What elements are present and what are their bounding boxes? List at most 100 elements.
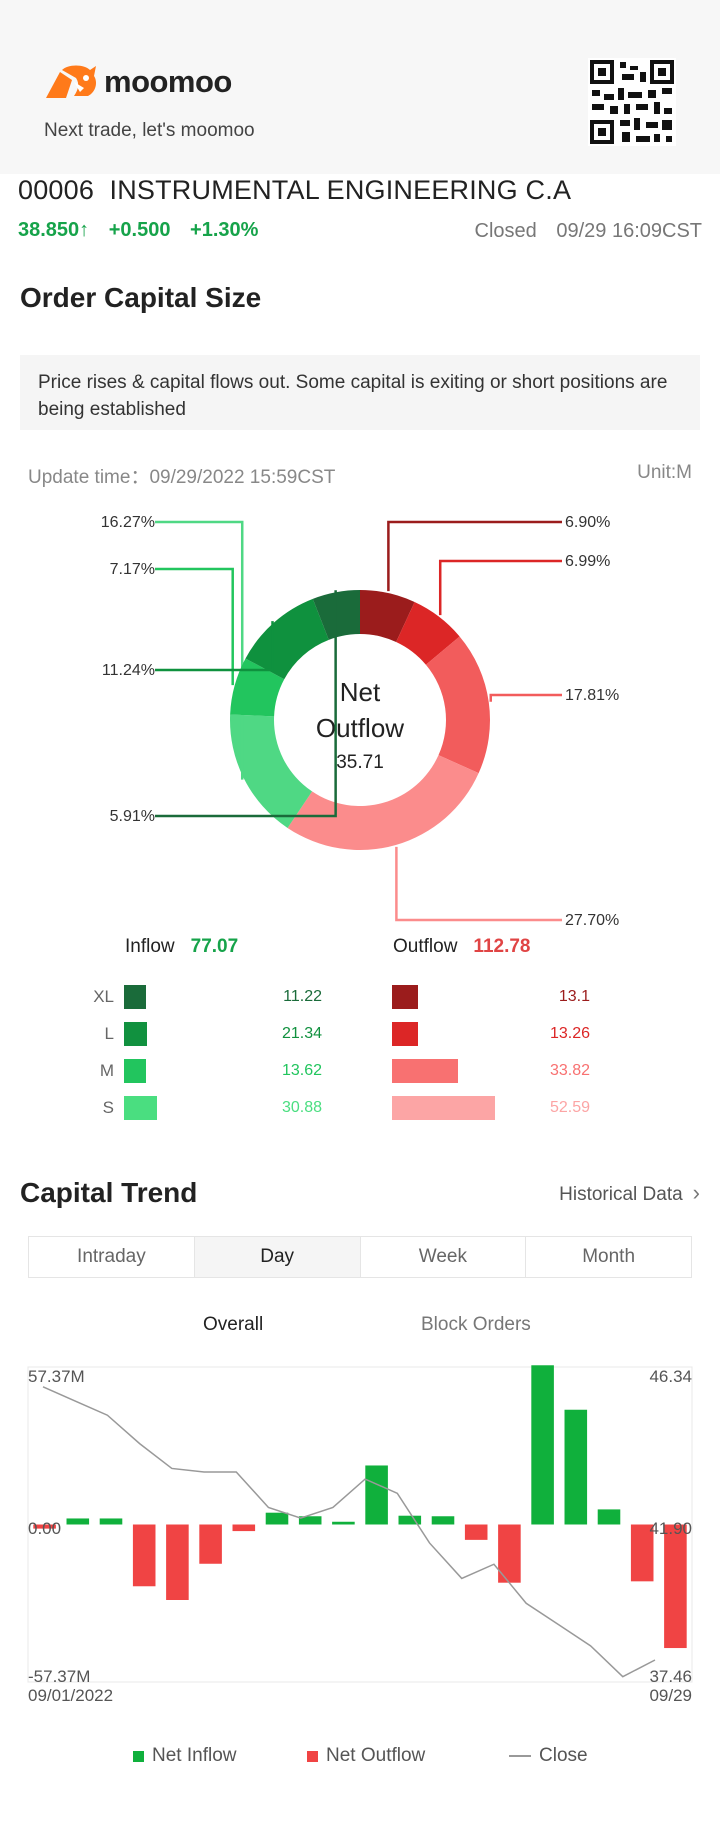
stock-code: 00006 xyxy=(18,175,95,205)
qr-code-icon xyxy=(588,58,676,146)
net-flow-bar xyxy=(265,1512,289,1525)
outflow-bar xyxy=(392,1022,418,1046)
moomoo-logo: moomoo xyxy=(44,60,232,104)
donut-slice xyxy=(425,636,490,774)
outflow-amount: 52.59 xyxy=(549,1099,590,1116)
inflow-label: Inflow xyxy=(125,936,175,957)
donut-slice xyxy=(230,714,313,828)
net-flow-bar xyxy=(431,1516,455,1525)
net-flow-bar xyxy=(464,1524,488,1540)
legend-close: Close xyxy=(509,1745,588,1767)
section-title-capital-size: Order Capital Size xyxy=(20,282,262,313)
net-flow-bar xyxy=(498,1524,521,1583)
order-size-label: L xyxy=(104,1024,114,1043)
net-outflow-swatch xyxy=(307,1750,318,1762)
legend-net-outflow-label: Net Outflow xyxy=(326,1745,426,1766)
subtab-block-orders[interactable]: Block Orders xyxy=(421,1314,531,1335)
tab-week[interactable]: Week xyxy=(361,1237,527,1277)
net-flow-bar xyxy=(99,1518,123,1525)
donut-center-value: 35.71 xyxy=(336,752,384,773)
donut-center-label-1: Net xyxy=(340,677,381,707)
last-price: 38.850 xyxy=(18,219,80,241)
donut-slice xyxy=(230,658,285,717)
order-size-label: S xyxy=(102,1098,114,1117)
net-flow-bar xyxy=(298,1516,322,1525)
left-axis-min: -57.37M xyxy=(28,1667,90,1686)
inflow-amount: 11.22 xyxy=(283,988,322,1005)
brand-name: moomoo xyxy=(104,64,232,99)
inflow-bar xyxy=(124,1059,146,1083)
historical-data-link[interactable]: Historical Data › xyxy=(559,1180,700,1206)
donut-pct-label: 7.17% xyxy=(110,561,155,578)
donut-pct-label: 11.24% xyxy=(102,662,155,679)
market-status: Closed 09/29 16:09CST xyxy=(461,220,702,243)
donut-leader-line xyxy=(395,846,562,922)
order-size-label: M xyxy=(99,1061,114,1080)
section-title-capital-trend: Capital Trend xyxy=(20,1177,198,1208)
inflow-summary: Inflow 77.07 xyxy=(125,936,238,958)
donut-leader-line xyxy=(387,520,562,592)
legend-net-inflow: Net Inflow xyxy=(133,1745,236,1767)
tagline: Next trade, let's moomoo xyxy=(44,120,255,141)
tab-day[interactable]: Day xyxy=(194,1237,361,1277)
tab-month[interactable]: Month xyxy=(582,1246,636,1267)
legend-net-inflow-label: Net Inflow xyxy=(152,1745,237,1766)
status-label: Closed xyxy=(474,220,537,242)
donut-leader-line xyxy=(155,621,274,672)
net-inflow-swatch xyxy=(133,1750,144,1762)
capital-trend-chart: 57.37M 0.00 -57.37M 46.34 41.90 37.46 09/01/20… xyxy=(27,1365,693,1705)
outflow-label: Outflow xyxy=(393,936,458,957)
subtab-overall[interactable]: Overall xyxy=(203,1314,264,1335)
donut-center-label-2: Outflow xyxy=(316,713,404,743)
status-time: 09/29 16:09CST xyxy=(556,220,702,242)
net-flow-bar xyxy=(630,1524,654,1582)
net-flow-bar xyxy=(199,1524,222,1564)
order-size-row: M 13.62 33.82 xyxy=(0,1059,720,1083)
close-price-line xyxy=(42,1386,656,1678)
stock-title: 00006 INSTRUMENTAL ENGINEERING C.A xyxy=(18,175,571,206)
net-flow-bar xyxy=(132,1524,156,1587)
right-axis-max: 46.34 xyxy=(649,1367,692,1386)
donut-leader-line xyxy=(155,520,244,780)
inflow-amount: 30.88 xyxy=(281,1099,322,1116)
net-flow-bar xyxy=(332,1521,355,1525)
inflow-bar xyxy=(124,985,146,1009)
price-change-pct: +1.30% xyxy=(190,219,259,241)
capital-distribution-donut: Net Outflow 35.71 6.90% 6.99% 17.81% 27.70%… xyxy=(101,514,620,929)
inflow-amount: 13.62 xyxy=(281,1062,322,1079)
donut-leader-line xyxy=(155,590,337,818)
outflow-bar xyxy=(392,985,418,1009)
chevron-right-icon: › xyxy=(692,1180,700,1205)
period-tabs: Intraday Day Week Month xyxy=(28,1236,692,1278)
app-header: moomoo Next trade, let's moomoo xyxy=(0,0,720,174)
order-size-row: XL 11.22 13.1 xyxy=(0,985,720,1009)
x-axis-end: 09/29 xyxy=(649,1686,692,1705)
net-flow-bar xyxy=(66,1518,90,1525)
left-axis-mid: 0.00 xyxy=(28,1519,61,1538)
inflow-value: 77.07 xyxy=(190,936,239,957)
close-line-swatch xyxy=(509,1755,531,1757)
up-arrow-icon: ↑ xyxy=(79,219,90,241)
order-size-label: XL xyxy=(93,987,114,1006)
donut-leader-line xyxy=(489,693,562,702)
donut-slice xyxy=(360,590,415,642)
right-axis-min: 37.46 xyxy=(649,1667,692,1686)
tab-intraday[interactable]: Intraday xyxy=(29,1237,195,1277)
inflow-bar xyxy=(124,1096,158,1120)
legend-net-outflow: Net Outflow xyxy=(307,1745,425,1767)
outflow-value: 112.78 xyxy=(473,936,531,957)
order-size-row: S 30.88 52.59 xyxy=(0,1096,720,1120)
net-flow-bar xyxy=(232,1524,256,1532)
net-flow-bar xyxy=(166,1524,189,1600)
outflow-amount: 13.1 xyxy=(558,988,590,1005)
donut-pct-label: 16.27% xyxy=(101,514,155,531)
outflow-amount: 13.26 xyxy=(549,1025,590,1042)
inflow-amount: 21.34 xyxy=(281,1025,322,1042)
donut-pct-label: 6.90% xyxy=(565,514,610,531)
moomoo-bull-icon xyxy=(46,65,96,98)
net-flow-bar xyxy=(597,1509,621,1525)
donut-pct-label: 5.91% xyxy=(110,808,155,825)
donut-pct-label: 27.70% xyxy=(565,912,619,929)
legend-close-label: Close xyxy=(539,1745,588,1766)
unit-label: Unit:M xyxy=(637,462,692,483)
